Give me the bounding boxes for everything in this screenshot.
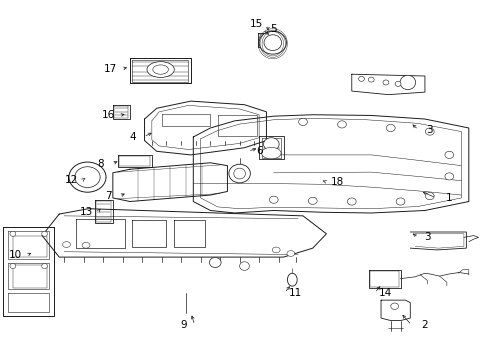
Ellipse shape bbox=[41, 231, 47, 236]
Ellipse shape bbox=[367, 77, 373, 82]
Ellipse shape bbox=[239, 262, 249, 270]
Ellipse shape bbox=[228, 164, 250, 183]
Ellipse shape bbox=[425, 193, 433, 200]
Text: 3: 3 bbox=[426, 125, 432, 135]
Ellipse shape bbox=[62, 242, 70, 247]
Text: 13: 13 bbox=[79, 207, 92, 217]
Ellipse shape bbox=[69, 162, 106, 192]
Ellipse shape bbox=[262, 37, 274, 44]
Ellipse shape bbox=[153, 65, 168, 74]
Text: 17: 17 bbox=[103, 64, 117, 74]
Ellipse shape bbox=[346, 198, 355, 205]
Ellipse shape bbox=[10, 231, 16, 236]
Ellipse shape bbox=[272, 247, 280, 253]
Text: 5: 5 bbox=[270, 24, 277, 35]
Ellipse shape bbox=[233, 168, 245, 179]
Ellipse shape bbox=[287, 273, 297, 286]
Ellipse shape bbox=[308, 197, 317, 204]
Text: 18: 18 bbox=[330, 177, 343, 187]
Text: 12: 12 bbox=[64, 175, 78, 185]
Ellipse shape bbox=[444, 173, 453, 180]
Text: 10: 10 bbox=[9, 250, 22, 260]
Ellipse shape bbox=[425, 128, 433, 135]
Ellipse shape bbox=[147, 62, 174, 77]
Ellipse shape bbox=[41, 264, 47, 269]
Ellipse shape bbox=[259, 31, 286, 54]
Ellipse shape bbox=[444, 151, 453, 158]
Ellipse shape bbox=[264, 35, 281, 50]
Text: 8: 8 bbox=[97, 159, 104, 169]
Ellipse shape bbox=[390, 303, 398, 310]
Ellipse shape bbox=[358, 76, 364, 81]
Ellipse shape bbox=[298, 118, 307, 126]
Text: 3: 3 bbox=[423, 232, 430, 242]
Ellipse shape bbox=[209, 257, 221, 267]
Ellipse shape bbox=[382, 80, 388, 85]
Text: 7: 7 bbox=[104, 191, 111, 201]
Text: 4: 4 bbox=[129, 132, 135, 142]
Ellipse shape bbox=[395, 198, 404, 205]
Text: 1: 1 bbox=[445, 193, 452, 203]
Ellipse shape bbox=[261, 147, 281, 159]
Ellipse shape bbox=[10, 264, 16, 269]
Text: 9: 9 bbox=[180, 320, 186, 330]
Text: 2: 2 bbox=[421, 320, 427, 330]
Text: 6: 6 bbox=[255, 146, 262, 156]
Ellipse shape bbox=[82, 242, 90, 248]
Ellipse shape bbox=[337, 121, 346, 128]
Ellipse shape bbox=[286, 251, 294, 256]
Text: 15: 15 bbox=[249, 19, 263, 29]
Ellipse shape bbox=[263, 138, 279, 150]
Text: 14: 14 bbox=[379, 288, 392, 298]
Ellipse shape bbox=[399, 75, 415, 90]
Ellipse shape bbox=[75, 167, 100, 188]
Ellipse shape bbox=[386, 125, 394, 132]
Text: 11: 11 bbox=[288, 288, 302, 298]
Ellipse shape bbox=[394, 81, 400, 86]
Text: 16: 16 bbox=[101, 111, 114, 121]
Ellipse shape bbox=[269, 196, 278, 203]
